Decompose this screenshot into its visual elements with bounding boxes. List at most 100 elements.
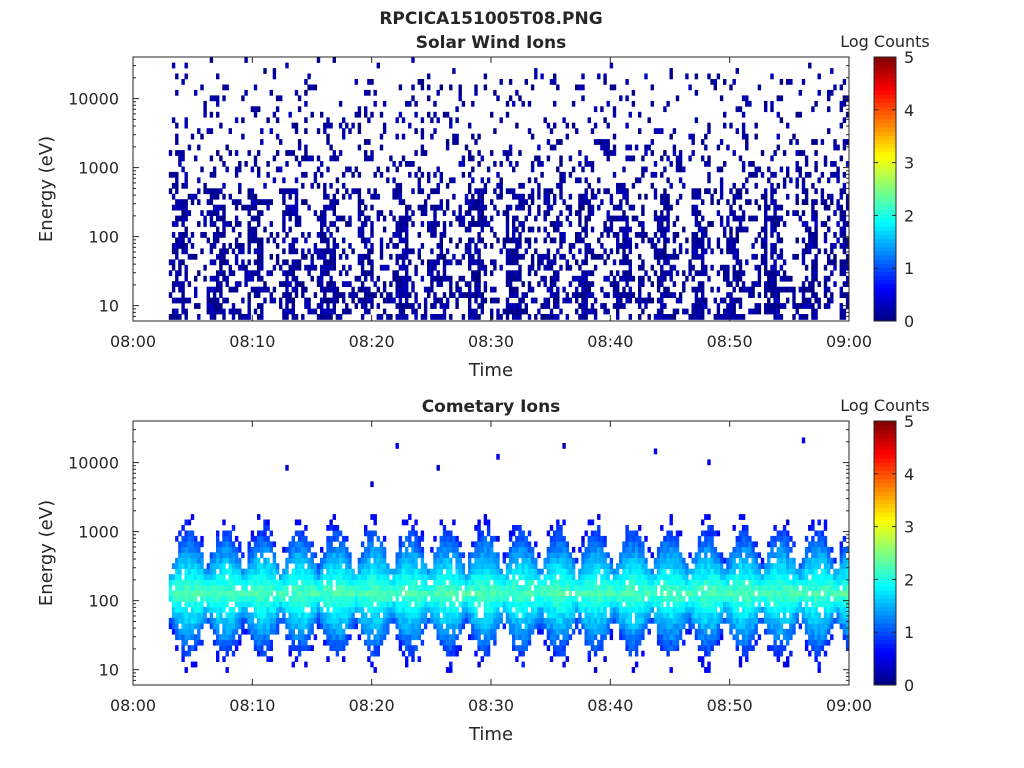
- heatmap-cell: [329, 601, 333, 608]
- heatmap-cell: [332, 525, 336, 531]
- heatmap-cell: [414, 617, 418, 624]
- heatmap-cell: [190, 617, 195, 624]
- heatmap-cell: [225, 546, 229, 553]
- heatmap-cell: [304, 634, 308, 641]
- heatmap-cell: [701, 314, 705, 320]
- heatmap-cell: [231, 563, 236, 569]
- heatmap-cell: [543, 281, 547, 287]
- heatmap-cell: [663, 270, 667, 277]
- heatmap-cell: [291, 557, 295, 564]
- heatmap-cell: [471, 541, 475, 548]
- heatmap-cell: [194, 541, 198, 548]
- heatmap-cell: [379, 243, 384, 249]
- heatmap-cell: [294, 286, 299, 293]
- heatmap-cell: [483, 264, 488, 271]
- heatmap-cell: [263, 226, 267, 233]
- heatmap-cell: [269, 546, 273, 553]
- heatmap-cell: [228, 530, 232, 537]
- heatmap-cell: [219, 585, 223, 591]
- heatmap-cell: [553, 237, 557, 244]
- heatmap-cell: [181, 303, 185, 309]
- heatmap-cell: [493, 596, 497, 602]
- heatmap-cell: [171, 193, 176, 200]
- heatmap-cell: [354, 275, 358, 282]
- heatmap-cell: [792, 314, 796, 320]
- heatmap-cell: [222, 226, 226, 233]
- heatmap-cell: [553, 275, 557, 282]
- heatmap-cell: [316, 57, 321, 63]
- heatmap-cell: [745, 95, 749, 102]
- heatmap-cell: [593, 106, 598, 113]
- heatmap-cell: [401, 568, 406, 575]
- heatmap-cell: [190, 574, 195, 580]
- heatmap-cell: [348, 601, 352, 608]
- heatmap-cell: [436, 568, 440, 575]
- heatmap-cell: [417, 546, 421, 553]
- heatmap-cell: [272, 574, 277, 580]
- heatmap-cell: [590, 292, 595, 298]
- heatmap-cell: [241, 552, 245, 559]
- heatmap-cell: [439, 623, 443, 630]
- heatmap-cell: [483, 221, 488, 227]
- heatmap-cell: [804, 275, 809, 282]
- heatmap-cell: [282, 574, 286, 580]
- heatmap-cell: [260, 541, 264, 548]
- heatmap-cell: [171, 117, 176, 124]
- heatmap-cell: [414, 100, 418, 107]
- heatmap-cell: [480, 628, 484, 635]
- heatmap-cell: [612, 144, 617, 151]
- heatmap-cell: [405, 628, 409, 635]
- heatmap-cell: [212, 221, 217, 227]
- heatmap-cell: [206, 568, 210, 575]
- heatmap-cell: [367, 535, 371, 542]
- heatmap-cell: [310, 579, 314, 586]
- heatmap-cell: [329, 232, 333, 238]
- heatmap-cell: [480, 541, 484, 548]
- heatmap-cell: [584, 221, 588, 227]
- heatmap-cell: [338, 612, 343, 619]
- heatmap-cell: [335, 243, 340, 249]
- heatmap-cell: [814, 297, 818, 304]
- heatmap-cell: [263, 525, 267, 531]
- heatmap-cell: [364, 525, 368, 531]
- heatmap-cell: [773, 281, 777, 287]
- heatmap-cell: [175, 275, 179, 282]
- heatmap-cell: [272, 563, 277, 569]
- heatmap-cell: [436, 557, 440, 564]
- heatmap-cell: [181, 612, 185, 619]
- heatmap-cell: [741, 133, 746, 140]
- heatmap-cell: [405, 281, 409, 287]
- heatmap-cell: [770, 215, 774, 222]
- heatmap-cell: [266, 519, 270, 526]
- heatmap-cell: [379, 634, 384, 641]
- heatmap-cell: [726, 264, 730, 271]
- heatmap-cell: [398, 535, 403, 542]
- heatmap-cell: [508, 286, 513, 293]
- heatmap-cell: [773, 243, 777, 249]
- heatmap-cell: [483, 188, 488, 195]
- heatmap-cell: [512, 215, 516, 222]
- heatmap-cell: [439, 314, 443, 320]
- heatmap-cell: [216, 623, 220, 630]
- heatmap-cell: [433, 607, 437, 613]
- heatmap-cell: [420, 144, 425, 151]
- heatmap-cell: [584, 243, 588, 249]
- heatmap-cell: [257, 303, 261, 309]
- heatmap-cell: [641, 210, 645, 216]
- heatmap-cell: [575, 177, 579, 184]
- heatmap-cell: [288, 607, 292, 613]
- heatmap-cell: [370, 585, 374, 591]
- heatmap-cell: [307, 303, 311, 309]
- heatmap-cell: [464, 601, 469, 608]
- heatmap-cell: [171, 601, 176, 608]
- heatmap-cell: [401, 541, 406, 548]
- heatmap-cell: [316, 215, 321, 222]
- heatmap-cell: [288, 308, 292, 315]
- heatmap-cell: [792, 210, 796, 216]
- heatmap-cell: [770, 303, 774, 309]
- colorbar-tick-label: 3: [904, 154, 914, 173]
- heatmap-cell: [184, 297, 188, 304]
- heatmap-cell: [449, 579, 453, 586]
- heatmap-cell: [401, 617, 406, 624]
- heatmap-cell: [329, 204, 333, 211]
